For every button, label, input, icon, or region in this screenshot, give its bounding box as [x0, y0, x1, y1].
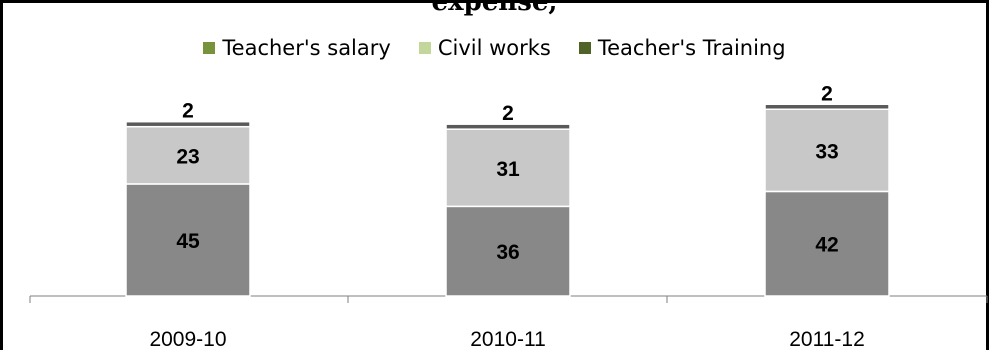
chart-title: expense, [431, 0, 558, 17]
legend-label-teachers-training: Teacher's Training [597, 36, 786, 60]
legend-item-teachers-training: Teacher's Training [578, 36, 786, 60]
bar-2009-10-series-1 [125, 125, 251, 185]
data-label-2011-12-series-2: 2 [821, 82, 833, 105]
x-tick-label-2009-10: 2009-10 [149, 328, 226, 350]
data-label-2011-12-series-0: 42 [815, 234, 838, 257]
legend-item-civil-works: Civil works [418, 36, 551, 60]
x-tick-label-2010-11: 2010-11 [470, 328, 546, 350]
data-label-2011-12-series-1: 33 [815, 140, 838, 163]
x-tick-label-2011-12: 2011-12 [789, 328, 865, 350]
bar-2009-10-series-2 [125, 120, 251, 128]
legend-swatch-teachers-training [578, 42, 591, 54]
data-label-2010-11-series-2: 2 [502, 102, 514, 125]
legend: Teacher's salary Civil works Teacher's T… [0, 36, 989, 60]
bar-2011-12-series-2 [764, 103, 890, 110]
bar-2010-11-series-2 [445, 123, 571, 130]
data-label-2010-11-series-1: 31 [496, 158, 520, 181]
data-label-2010-11-series-0: 36 [496, 241, 519, 264]
legend-item-teachers-salary: Teacher's salary [203, 36, 391, 60]
data-label-2009-10-series-2: 2 [182, 100, 194, 123]
legend-label-teachers-salary: Teacher's salary [222, 36, 391, 60]
legend-label-civil-works: Civil works [437, 36, 551, 60]
bar-2010-11-series-1 [445, 128, 571, 208]
legend-swatch-teachers-salary [203, 42, 216, 54]
bar-2009-10-series-0 [125, 183, 251, 297]
data-label-2009-10-series-0: 45 [176, 230, 200, 253]
legend-swatch-civil-works [418, 42, 431, 54]
bar-2010-11-series-0 [445, 205, 571, 297]
bar-2011-12-series-0 [764, 190, 890, 297]
data-label-2009-10-series-1: 23 [176, 145, 199, 168]
